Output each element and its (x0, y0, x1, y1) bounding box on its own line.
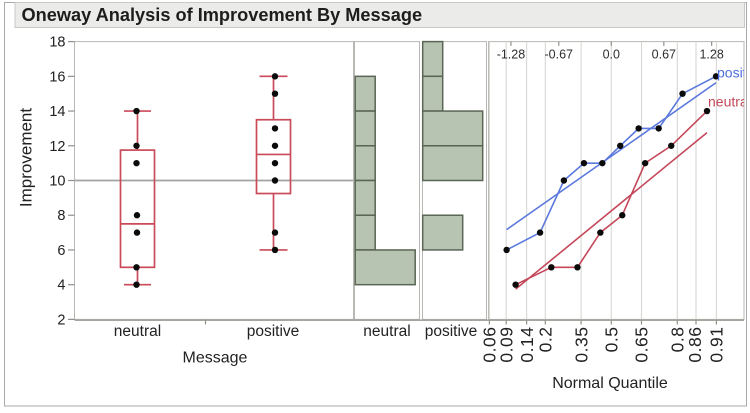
svg-text:neutral: neutral (708, 94, 750, 110)
svg-text:12: 12 (49, 139, 65, 155)
svg-text:0.91: 0.91 (707, 327, 727, 363)
svg-text:0.86: 0.86 (685, 327, 705, 363)
svg-text:positive: positive (247, 323, 300, 340)
svg-text:0.67: 0.67 (652, 48, 676, 62)
svg-text:Oneway Analysis of Improvement: Oneway Analysis of Improvement By Messag… (22, 5, 423, 25)
svg-text:8: 8 (57, 208, 65, 224)
svg-text:0.06: 0.06 (480, 327, 500, 363)
svg-text:18: 18 (49, 35, 65, 51)
svg-text:-0.67: -0.67 (545, 48, 574, 62)
svg-text:0.8: 0.8 (668, 327, 688, 353)
svg-text:10: 10 (49, 174, 65, 190)
svg-text:neutral: neutral (363, 323, 410, 340)
svg-text:6: 6 (57, 243, 65, 259)
svg-text:0.65: 0.65 (632, 327, 652, 363)
svg-text:0.0: 0.0 (603, 48, 620, 62)
svg-text:4: 4 (57, 278, 65, 294)
svg-text:positive: positive (425, 323, 478, 340)
svg-text:0.14: 0.14 (517, 327, 537, 363)
svg-text:positive: positive (717, 65, 750, 81)
svg-text:-1.28: -1.28 (497, 48, 526, 62)
svg-text:neutral: neutral (114, 323, 161, 340)
svg-text:2: 2 (57, 312, 65, 328)
svg-text:Normal Quantile: Normal Quantile (552, 375, 668, 392)
svg-text:0.09: 0.09 (496, 327, 516, 363)
svg-text:0.35: 0.35 (571, 327, 591, 363)
svg-text:14: 14 (49, 104, 65, 120)
svg-text:1.28: 1.28 (699, 48, 723, 62)
svg-text:Message: Message (183, 350, 248, 367)
svg-text:0.5: 0.5 (602, 327, 622, 353)
svg-text:Improvement: Improvement (17, 108, 36, 207)
svg-text:16: 16 (49, 69, 65, 85)
svg-text:0.2: 0.2 (536, 327, 556, 353)
